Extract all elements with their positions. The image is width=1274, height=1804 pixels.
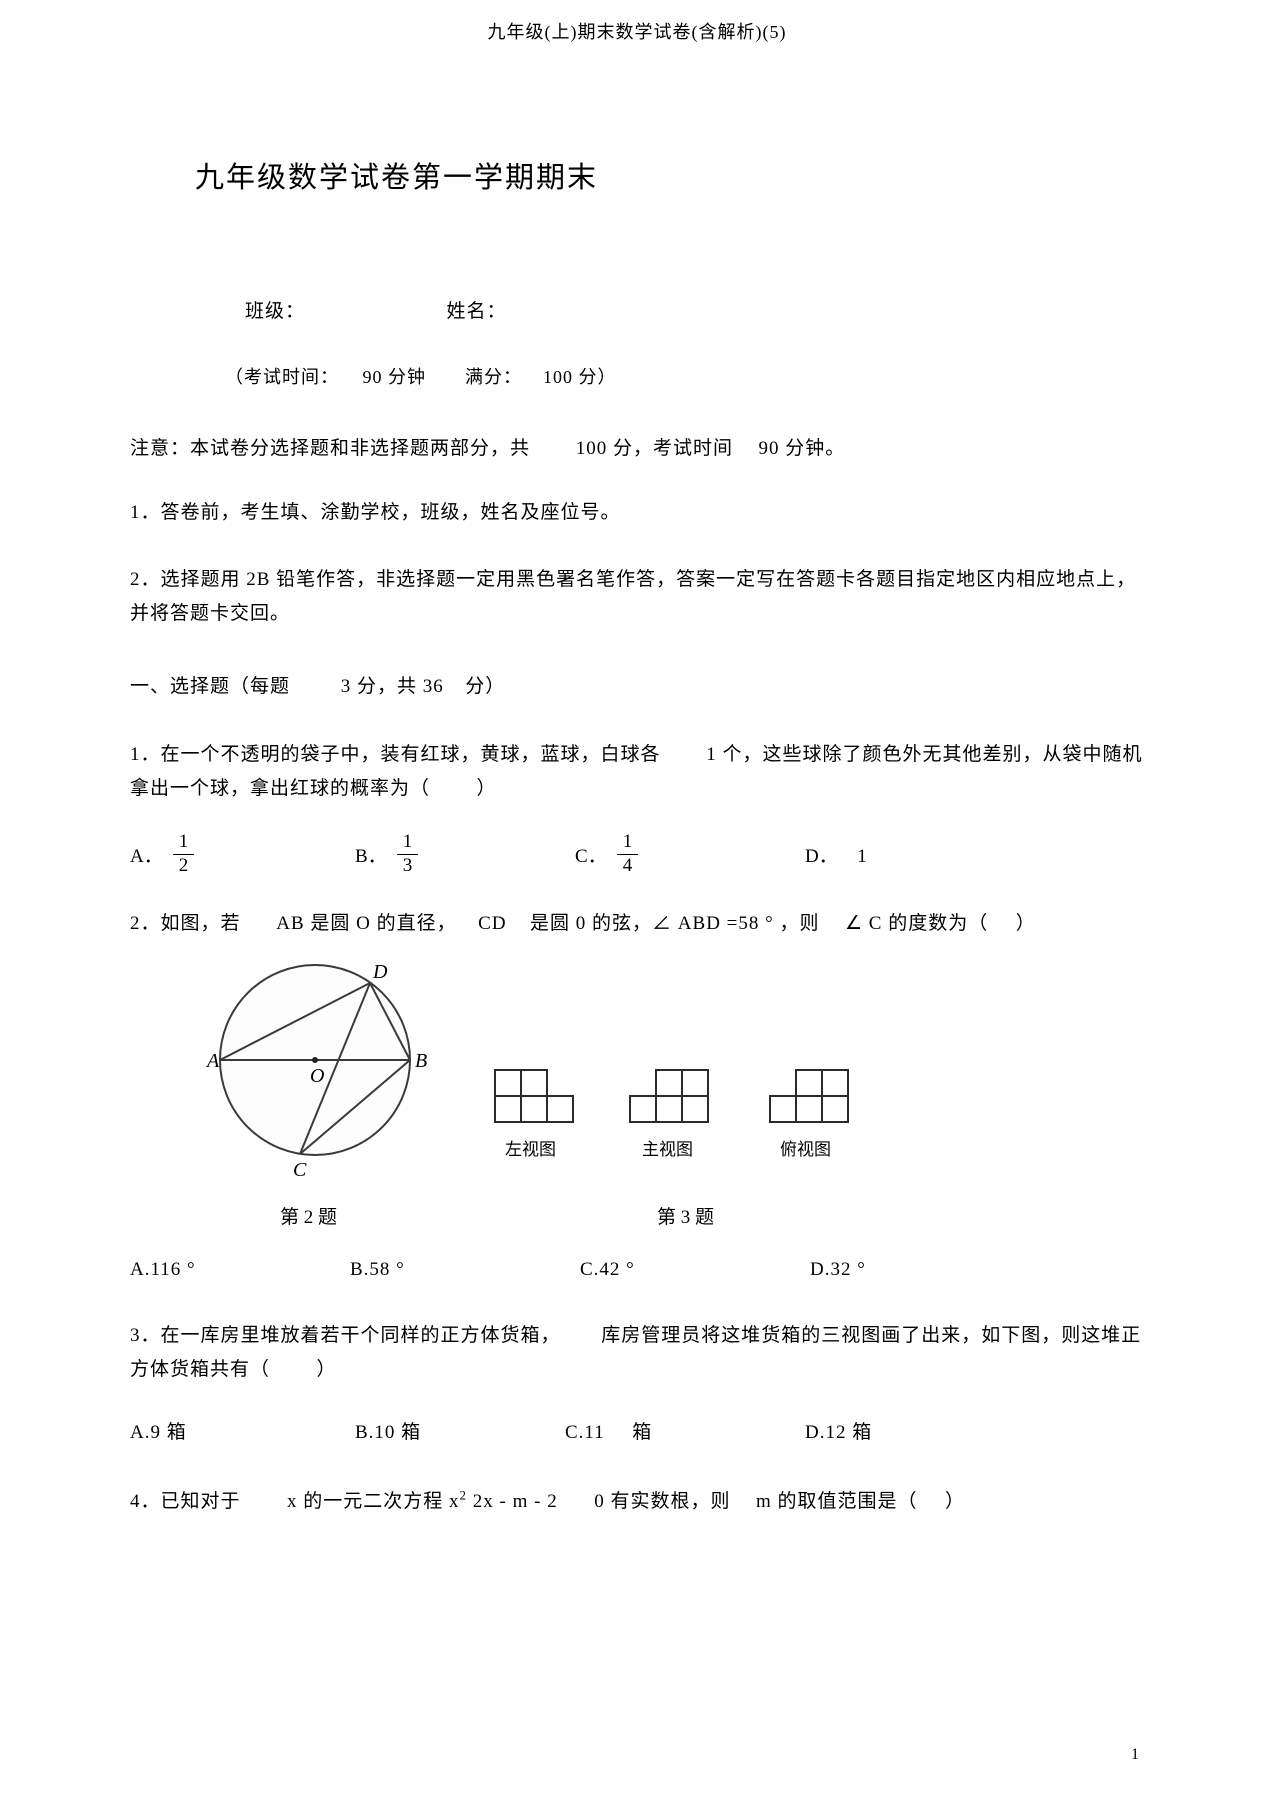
q2-opt-a: A.116 °: [130, 1259, 350, 1281]
notice: 注意：本试卷分选择题和非选择题两部分，共 100 分，考试时间 90 分钟。: [130, 434, 1144, 464]
question-3: 3．在一库房里堆放着若干个同样的正方体货箱， 库房管理员将这堆货箱的三视图画了出…: [130, 1319, 1144, 1387]
denominator: 2: [173, 855, 195, 878]
q1-options: A． 1 2 B． 1 3 C． 1 4 D． 1: [130, 831, 1144, 878]
q1-opt-c-label: C．: [575, 841, 607, 868]
q2-opt-d: D.32 °: [810, 1259, 866, 1281]
q1-opt-a-label: A．: [130, 841, 163, 868]
q1-c: ）: [477, 778, 497, 799]
q4-d: 0 有实数根，则: [594, 1491, 730, 1512]
page-header: 九年级(上)期末数学试卷(含解析)(5): [0, 0, 1274, 44]
page-number: 1: [1131, 1746, 1139, 1764]
q2-opt-b: B.58 °: [350, 1259, 580, 1281]
svg-text:O: O: [310, 1065, 324, 1087]
q2-c: CD: [478, 913, 506, 934]
numerator: 1: [617, 831, 639, 855]
q1-opt-d-val: 1: [857, 846, 867, 867]
svg-text:俯视图: 俯视图: [780, 1140, 831, 1159]
fraction: 1 2: [173, 831, 195, 878]
numerator: 1: [397, 831, 419, 855]
rule-1: 1．答卷前，考生填、涂勤学校，班级，姓名及座位号。: [130, 496, 1144, 530]
fraction: 1 4: [617, 831, 639, 878]
svg-text:B: B: [415, 1050, 427, 1072]
q3-opt-c2: 箱: [632, 1422, 652, 1443]
figure-three-views: 左视图 主视图 俯视图: [480, 1055, 880, 1190]
q2-b: AB 是圆 O 的直径，: [276, 913, 456, 934]
q2-options: A.116 ° B.58 ° C.42 ° D.32 °: [130, 1259, 1144, 1281]
q3-opt-b: B.10 箱: [355, 1417, 565, 1444]
q3-c: ）: [317, 1359, 337, 1380]
section-b: 3 分，共 36: [341, 676, 444, 697]
fig3-label: 第 3 题: [657, 1202, 714, 1229]
class-label: 班级：: [245, 301, 305, 322]
section-1-heading: 一、选择题（每题 3 分，共 36 分）: [130, 671, 1144, 698]
q3-opt-a: A.9 箱: [130, 1417, 355, 1444]
denominator: 3: [397, 855, 419, 878]
fraction: 1 3: [397, 831, 419, 878]
denominator: 4: [617, 855, 639, 878]
svg-text:左视图: 左视图: [505, 1140, 556, 1159]
exam-info: （考试时间： 90 分钟 满分： 100 分）: [225, 363, 1144, 389]
svg-text:C: C: [293, 1159, 307, 1181]
q2-a: 2．如图，若: [130, 913, 241, 934]
main-title: 九年级数学试卷第一学期期末: [195, 154, 1144, 196]
figure-labels: 第 2 题 第 3 题: [130, 1202, 1144, 1229]
rule-2: 2．选择题用 2B 铅笔作答，非选择题一定用黑色署名笔作答，答案一定写在答题卡各…: [130, 563, 1144, 631]
svg-text:D: D: [372, 961, 388, 983]
section-a: 一、选择题（每题: [130, 676, 290, 697]
q4-e: m 的取值范围是（: [756, 1491, 918, 1512]
q3-opt-c: C.11: [565, 1422, 605, 1443]
notice-c: 90 分钟。: [759, 438, 846, 459]
q4-sup: 2: [460, 1488, 468, 1503]
q2-e: ∠ C 的度数为（: [845, 913, 988, 934]
q2-f: ）: [1016, 913, 1036, 934]
notice-a: 注意：本试卷分选择题和非选择题两部分，共: [130, 438, 530, 459]
question-2: 2．如图，若 AB 是圆 O 的直径， CD 是圆 0 的弦，∠ ABD =58…: [130, 908, 1144, 935]
q4-b: x 的一元二次方程 x: [287, 1491, 460, 1512]
q1-a: 1．在一个不透明的袋子中，装有红球，黄球，蓝球，白球各: [130, 744, 661, 765]
q2-opt-c: C.42 °: [580, 1259, 810, 1281]
figure-circle: A B D C O: [185, 950, 445, 1190]
q4-a: 4．已知对于: [130, 1491, 241, 1512]
exam-prefix: （考试时间：: [225, 367, 339, 387]
question-4: 4．已知对于 x 的一元二次方程 x2 2x - m - 2 0 有实数根，则 …: [130, 1486, 1144, 1513]
content: 九年级数学试卷第一学期期末 班级： 姓名： （考试时间： 90 分钟 满分： 1…: [0, 154, 1274, 1513]
q2-d: 是圆 0 的弦，∠ ABD =58 ° ，则: [530, 913, 819, 934]
q4-f: ）: [945, 1491, 965, 1512]
svg-text:主视图: 主视图: [642, 1140, 693, 1159]
numerator: 1: [173, 831, 195, 855]
q3-options: A.9 箱 B.10 箱 C.11 箱 D.12 箱: [130, 1417, 1144, 1444]
exam-duration: 90 分钟: [363, 367, 427, 387]
q4-c: 2x - m - 2: [473, 1491, 558, 1512]
q1-opt-b-label: B．: [355, 841, 387, 868]
q1-opt-d-label: D．: [805, 846, 838, 867]
q3-a: 3．在一库房里堆放着若干个同样的正方体货箱，: [130, 1325, 561, 1346]
section-c: 分）: [465, 676, 505, 697]
name-label: 姓名：: [447, 301, 507, 322]
fig2-label: 第 2 题: [280, 1202, 337, 1229]
notice-b: 100 分，考试时间: [576, 438, 733, 459]
question-1: 1．在一个不透明的袋子中，装有红球，黄球，蓝球，白球各 1 个，这些球除了颜色外…: [130, 738, 1144, 806]
figures-row: A B D C O 左视图: [130, 950, 1144, 1190]
exam-score-label: 满分：: [465, 367, 522, 387]
exam-score: 100 分）: [543, 367, 617, 387]
q3-opt-d: D.12 箱: [805, 1417, 872, 1444]
svg-text:A: A: [205, 1050, 220, 1072]
fields-row: 班级： 姓名：: [245, 296, 1144, 323]
